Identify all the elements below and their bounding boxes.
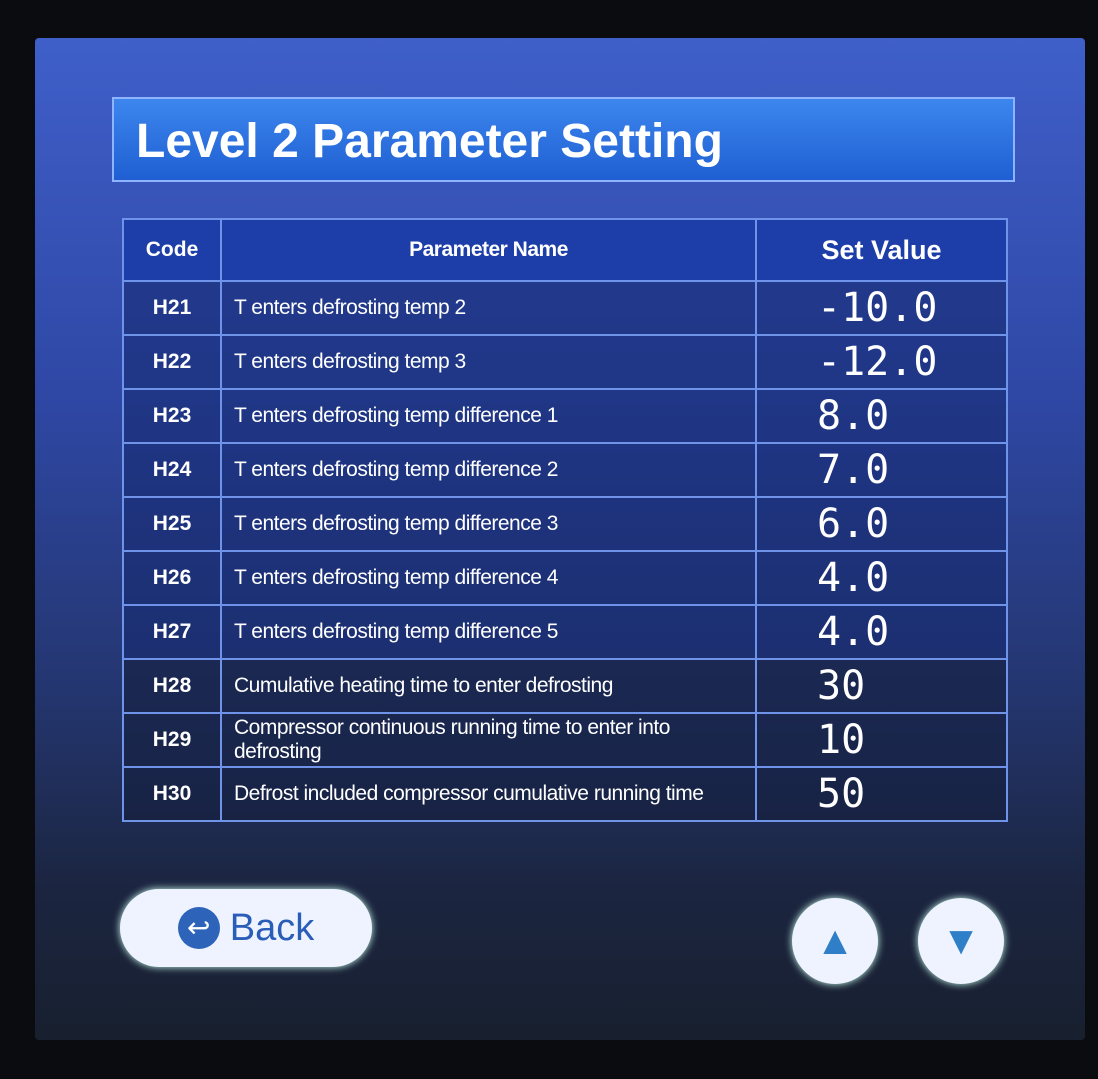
table-row[interactable]: H24 T enters defrosting temp difference 2… bbox=[122, 442, 1008, 498]
row-set-value[interactable]: 6.0 bbox=[755, 496, 1008, 552]
row-parameter-name: T enters defrosting temp difference 4 bbox=[220, 550, 757, 606]
row-code: H28 bbox=[122, 658, 222, 714]
back-label: Back bbox=[229, 906, 315, 949]
row-code: H24 bbox=[122, 442, 222, 498]
page-title: Level 2 Parameter Setting bbox=[112, 97, 1015, 182]
row-set-value[interactable]: 10 bbox=[755, 712, 1008, 768]
table-row[interactable]: H27 T enters defrosting temp difference 5… bbox=[122, 604, 1008, 660]
row-code: H30 bbox=[122, 766, 222, 822]
row-parameter-name: Cumulative heating time to enter defrost… bbox=[220, 658, 757, 714]
row-parameter-name: T enters defrosting temp difference 5 bbox=[220, 604, 757, 660]
triangle-down-icon: ▼ bbox=[941, 919, 981, 963]
page-up-button[interactable]: ▲ bbox=[792, 898, 878, 984]
table-row[interactable]: H22 T enters defrosting temp 3 -12.0 bbox=[122, 334, 1008, 390]
table-header: Code Parameter Name Set Value bbox=[122, 218, 1008, 282]
table-row[interactable]: H21 T enters defrosting temp 2 -10.0 bbox=[122, 280, 1008, 336]
table-row[interactable]: H30 Defrost included compressor cumulativ… bbox=[122, 766, 1008, 822]
row-code: H29 bbox=[122, 712, 222, 768]
table-row[interactable]: H29 Compressor continuous running time to… bbox=[122, 712, 1008, 768]
row-parameter-name: Compressor continuous running time to en… bbox=[220, 712, 757, 768]
triangle-up-icon: ▲ bbox=[815, 919, 855, 963]
row-set-value[interactable]: 4.0 bbox=[755, 604, 1008, 660]
row-parameter-name: T enters defrosting temp 3 bbox=[220, 334, 757, 390]
row-set-value[interactable]: 30 bbox=[755, 658, 1008, 714]
table-row[interactable]: H25 T enters defrosting temp difference 3… bbox=[122, 496, 1008, 552]
row-parameter-name: T enters defrosting temp difference 3 bbox=[220, 496, 757, 552]
row-set-value[interactable]: 7.0 bbox=[755, 442, 1008, 498]
row-parameter-name: T enters defrosting temp 2 bbox=[220, 280, 757, 336]
row-set-value[interactable]: -10.0 bbox=[755, 280, 1008, 336]
row-parameter-name: Defrost included compressor cumulative r… bbox=[220, 766, 757, 822]
row-code: H26 bbox=[122, 550, 222, 606]
row-code: H25 bbox=[122, 496, 222, 552]
parameter-table: Code Parameter Name Set Value H21 T enter… bbox=[122, 218, 1008, 822]
row-set-value[interactable]: 4.0 bbox=[755, 550, 1008, 606]
row-set-value[interactable]: -12.0 bbox=[755, 334, 1008, 390]
row-code: H21 bbox=[122, 280, 222, 336]
row-parameter-name: T enters defrosting temp difference 2 bbox=[220, 442, 757, 498]
row-set-value[interactable]: 8.0 bbox=[755, 388, 1008, 444]
header-parameter-name: Parameter Name bbox=[220, 218, 757, 282]
table-row[interactable]: H23 T enters defrosting temp difference 1… bbox=[122, 388, 1008, 444]
header-set-value: Set Value bbox=[755, 218, 1008, 282]
header-code: Code bbox=[122, 218, 222, 282]
back-button[interactable]: ↩ Back bbox=[120, 889, 372, 967]
table-row[interactable]: H26 T enters defrosting temp difference 4… bbox=[122, 550, 1008, 606]
row-parameter-name: T enters defrosting temp difference 1 bbox=[220, 388, 757, 444]
row-set-value[interactable]: 50 bbox=[755, 766, 1008, 822]
page-down-button[interactable]: ▼ bbox=[918, 898, 1004, 984]
row-code: H27 bbox=[122, 604, 222, 660]
return-icon: ↩ bbox=[177, 907, 220, 949]
row-code: H23 bbox=[122, 388, 222, 444]
row-code: H22 bbox=[122, 334, 222, 390]
table-row[interactable]: H28 Cumulative heating time to enter defr… bbox=[122, 658, 1008, 714]
